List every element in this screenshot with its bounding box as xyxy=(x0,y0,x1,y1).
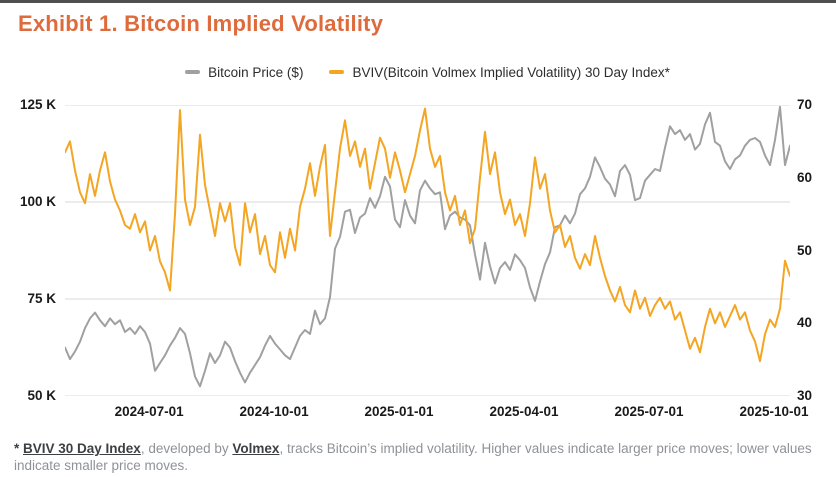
y-tick-right-label: 40 xyxy=(797,315,813,331)
bitcoin-price-line xyxy=(65,105,790,388)
footnote-segment: BVIV 30 Day Index xyxy=(23,441,141,456)
x-tick-label: 2024-07-01 xyxy=(114,404,184,419)
footnote-segment: , developed by xyxy=(140,441,233,456)
footnote-segment: , tracks Bitcoin’s implied volatility. H… xyxy=(14,441,812,473)
x-tick-label: 2025-01-01 xyxy=(364,404,434,419)
x-tick-label: 2025-07-01 xyxy=(614,404,684,419)
x-tick-label: 2025-04-01 xyxy=(489,404,559,419)
y-tick-left-label: 75 K xyxy=(27,291,56,306)
bitcoin-price-legend-label: Bitcoin Price ($) xyxy=(208,64,304,80)
chart-title: Exhibit 1. Bitcoin Implied Volatility xyxy=(18,11,384,36)
x-tick-label: 2024-10-01 xyxy=(239,404,309,419)
chart-legend: Bitcoin Price ($) BVIV(Bitcoin Volmex Im… xyxy=(65,62,790,82)
bviv-legend-label: BVIV(Bitcoin Volmex Implied Volatility) … xyxy=(352,64,670,80)
y-tick-right-label: 30 xyxy=(797,388,813,403)
footnote: * BVIV 30 Day Index, developed by Volmex… xyxy=(14,440,814,474)
bviv-line xyxy=(65,107,790,363)
bviv-swatch xyxy=(329,70,345,74)
plot-svg xyxy=(65,105,790,396)
legend-item-bviv: BVIV(Bitcoin Volmex Implied Volatility) … xyxy=(329,64,670,80)
footnote-segment: Volmex xyxy=(232,441,280,456)
window-top-edge xyxy=(0,0,836,3)
y-tick-left-label: 50 K xyxy=(27,388,56,403)
y-tick-left-label: 100 K xyxy=(19,194,56,209)
legend-item-bitcoin-price: Bitcoin Price ($) xyxy=(185,65,303,80)
bitcoin-price-swatch xyxy=(185,70,201,74)
y-tick-right-label: 50 xyxy=(797,242,813,258)
y-tick-right-label: 60 xyxy=(797,169,813,185)
footnote-segment: * xyxy=(14,441,24,456)
x-tick-label: 2025-10-01 xyxy=(739,404,809,419)
y-tick-right-label: 70 xyxy=(797,97,813,112)
y-tick-left-label: 125 K xyxy=(19,97,56,112)
